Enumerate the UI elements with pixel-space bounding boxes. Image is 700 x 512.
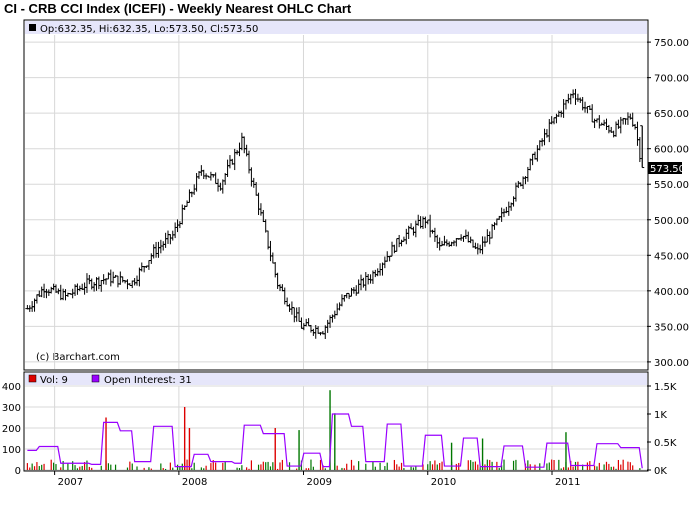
oi-y-tick-label: 1K [654,410,667,421]
price-y-tick-label: 350.00 [654,322,689,333]
price-y-tick-label: 650.00 [654,109,689,120]
volume-y-tick-label: 0 [15,466,21,477]
volume-label: Vol: 9 [40,375,68,386]
price-y-axis: 300.00 350.00 400.00 450.00 500.00 550.00 600.… [647,38,689,369]
volume-swatch [28,374,37,383]
volume-header-bar [25,373,647,385]
price-y-tick-label: 750.00 [654,38,689,49]
volume-panel [23,371,649,472]
price-y-tick-label: 500.00 [654,216,689,227]
volume-y-tick-label: 200 [2,424,21,435]
price-panel [23,19,649,371]
open-interest-swatch [91,374,100,383]
oi-y-tick-label: 0.5K [654,438,677,449]
price-header-text: Op:632.35, Hi:632.35, Lo:573.50, Cl:573.… [40,24,258,35]
price-bars [25,88,645,339]
price-y-tick-label: 450.00 [654,251,689,262]
chart-title: CI - CRB CCI Index (ICEFI) - Weekly Near… [4,1,352,16]
open-interest-label: Open Interest: 31 [104,375,192,386]
volume-grid [25,385,647,471]
ohlc-bar-last [640,125,645,169]
x-tick-label: 2009 [306,477,331,488]
ohlc-bar [637,137,642,163]
x-tick-label: 2007 [58,477,83,488]
oi-y-tick-label: 1.5K [654,382,677,393]
x-tick-label: 2008 [182,477,207,488]
x-tick-label: 2010 [431,477,456,488]
last-price-label: 573.50 [650,164,685,175]
volume-y-tick-label: 300 [2,403,21,414]
price-y-tick-label: 600.00 [654,145,689,156]
volume-y-axis: 0 100 200 300 400 [2,382,21,477]
volume-bars [26,390,641,470]
volume-y-tick-label: 100 [2,445,21,456]
price-y-tick-label: 300.00 [654,358,689,369]
open-interest-line [27,413,643,469]
oi-y-tick-label: 0K [654,466,667,477]
price-header-swatch [29,24,36,31]
last-price-box [648,162,682,174]
price-grid [25,35,647,369]
x-tick-label: 2011 [555,477,580,488]
copyright-text: (c) Barchart.com [36,352,120,363]
volume-y-tick-label: 400 [2,382,21,393]
price-y-tick-label: 700.00 [654,74,689,85]
price-header-bar [25,21,647,34]
open-interest-y-axis: 0K 0.5K 1K 1.5K [647,382,677,477]
x-axis: 2007 2008 2009 2010 2011 [54,471,580,488]
price-y-tick-label: 400.00 [654,287,689,298]
price-y-tick-label: 550.00 [654,180,689,191]
